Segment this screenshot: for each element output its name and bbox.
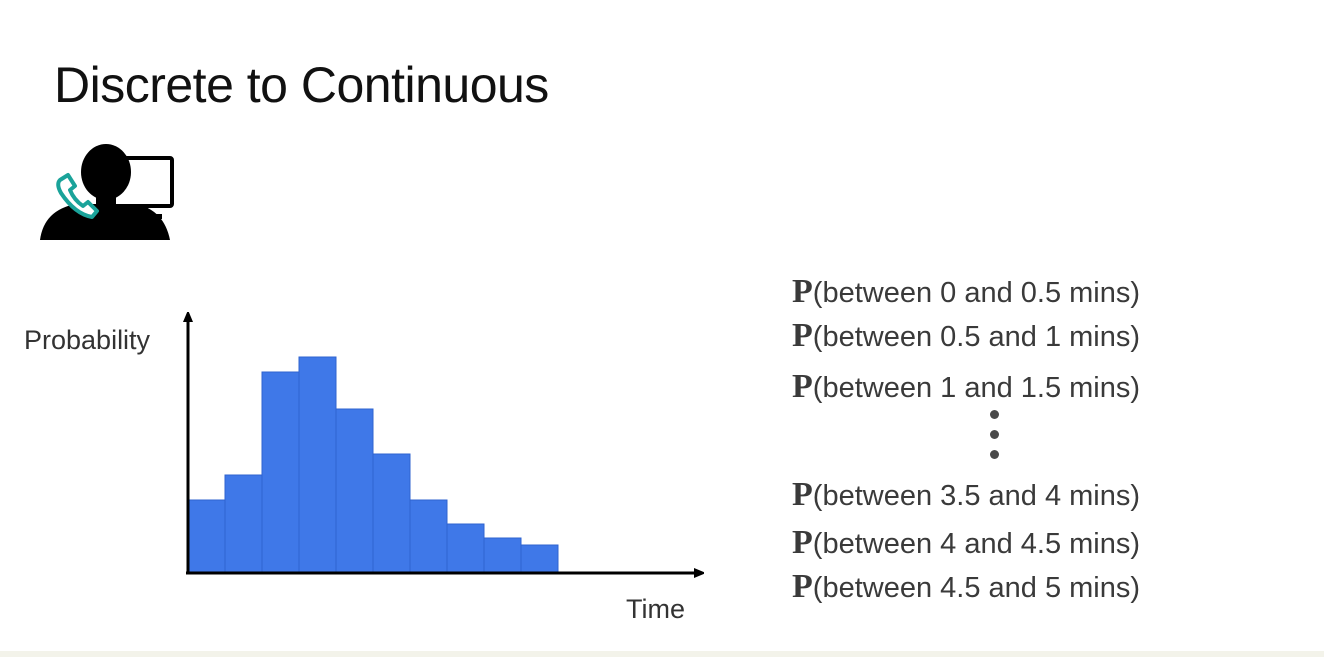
probability-symbol: P: [792, 524, 813, 561]
probability-symbol: P: [792, 476, 813, 513]
histogram-bar-4.5-5: [520, 544, 559, 573]
probability-symbol: P: [792, 273, 813, 310]
probability-histogram: Probability Time: [24, 290, 760, 624]
histogram-bar-0.5-1: [224, 474, 263, 573]
prob-row-text: (between 1 and 1.5 mins): [812, 372, 1141, 404]
call-center-agent-icon: [40, 144, 174, 240]
histogram-bar-2-2.5: [335, 408, 374, 573]
prob-row: P(between 0 and 0.5 mins): [792, 272, 1140, 312]
histogram-bar-3-3.5: [409, 499, 448, 573]
prob-row-text: (between 0.5 and 1 mins): [812, 321, 1141, 353]
probability-symbol: P: [792, 568, 813, 605]
vertical-ellipsis-icon: [990, 410, 1002, 460]
x-axis-label: Time: [626, 594, 685, 624]
prob-row: P(between 3.5 and 4 mins): [792, 475, 1140, 515]
histogram-bar-3.5-4: [446, 523, 485, 573]
histogram-bar-2.5-3: [372, 453, 411, 573]
histogram-bar-4-4.5: [483, 537, 522, 573]
histogram-bar-1.5-2: [298, 356, 337, 573]
histogram-bars: [187, 356, 559, 573]
prob-row: P(between 0.5 and 1 mins): [792, 316, 1140, 356]
prob-row-text: (between 3.5 and 4 mins): [812, 480, 1141, 512]
slide-title: Discrete to Continuous: [54, 57, 549, 113]
prob-row-text: (between 0 and 0.5 mins): [812, 277, 1141, 309]
prob-row-text: (between 4.5 and 5 mins): [812, 572, 1141, 604]
phone-icon: [56, 173, 99, 219]
histogram-bar-1-1.5: [261, 371, 300, 573]
histogram-bar-0-0.5: [187, 499, 226, 573]
probability-symbol: P: [792, 368, 813, 405]
prob-row: P(between 4.5 and 5 mins): [792, 567, 1140, 607]
probability-symbol: P: [792, 317, 813, 354]
y-axis-label: Probability: [24, 325, 151, 355]
prob-row: P(between 1 and 1.5 mins): [792, 367, 1140, 407]
prob-row: P(between 4 and 4.5 mins): [792, 523, 1140, 563]
prob-row-text: (between 4 and 4.5 mins): [812, 528, 1141, 560]
footer-strip: [0, 651, 1324, 657]
